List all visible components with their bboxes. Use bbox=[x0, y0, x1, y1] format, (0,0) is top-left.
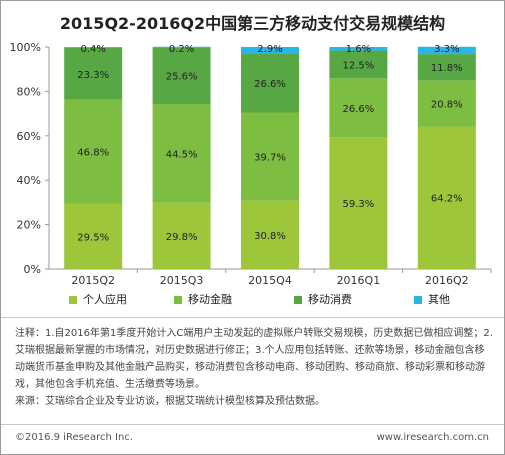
bar-segment bbox=[241, 112, 299, 201]
notes-source: 来源：艾瑞综合企业及专业访谈，根据艾瑞统计模型核算及预估数据。 bbox=[15, 396, 325, 407]
y-tick-label: 80% bbox=[17, 85, 41, 98]
bar-segment bbox=[417, 54, 476, 81]
y-tick-label: 100% bbox=[10, 41, 41, 54]
bar-segment bbox=[417, 46, 476, 55]
chart-legend: 个人应用 移动金融 移动消费 其他 bbox=[69, 292, 489, 310]
legend-swatch bbox=[69, 296, 77, 304]
legend-label: 移动金融 bbox=[188, 293, 232, 306]
bar-segment bbox=[152, 104, 211, 203]
footer-website: www.iresearch.com.cn bbox=[376, 432, 489, 443]
y-tick-label: 60% bbox=[17, 130, 41, 143]
data-label: 12.5% bbox=[343, 60, 375, 71]
data-label: 26.6% bbox=[254, 79, 286, 90]
bar-segment bbox=[152, 47, 211, 105]
data-label: 30.8% bbox=[254, 231, 286, 242]
x-tick-label: 2015Q4 bbox=[248, 274, 292, 287]
bar-segment bbox=[64, 203, 123, 269]
data-label: 44.5% bbox=[166, 149, 198, 160]
data-label: 0.2% bbox=[169, 44, 194, 55]
legend-swatch bbox=[294, 296, 302, 304]
bar-segment bbox=[329, 50, 388, 79]
data-label: 64.2% bbox=[431, 194, 463, 205]
data-label: 3.3% bbox=[434, 44, 459, 55]
y-tick-label: 20% bbox=[17, 219, 41, 232]
bar-segment bbox=[64, 99, 123, 204]
bar-segment bbox=[417, 126, 476, 269]
x-tick-label: 2016Q2 bbox=[425, 274, 469, 287]
legend-swatch bbox=[414, 296, 422, 304]
bar-segment bbox=[241, 47, 299, 54]
y-tick-label: 40% bbox=[17, 174, 41, 187]
y-tick-label: 0% bbox=[24, 263, 41, 276]
data-label: 2.9% bbox=[257, 44, 282, 55]
bar-segment bbox=[64, 47, 123, 100]
data-label: 29.8% bbox=[166, 232, 198, 243]
footer-copyright: ©2016.9 iResearch Inc. bbox=[15, 432, 133, 443]
data-label: 39.7% bbox=[254, 153, 286, 164]
legend-label: 其他 bbox=[428, 293, 450, 306]
legend-label: 个人应用 bbox=[83, 293, 127, 306]
x-tick-label: 2015Q2 bbox=[71, 274, 115, 287]
data-label: 25.6% bbox=[166, 72, 198, 83]
notes-annotation: 注释：1.自2016年第1季度开始计入C端用户主动发起的虚拟账户转账交易规模，历… bbox=[15, 328, 493, 390]
data-label: 26.6% bbox=[343, 104, 375, 115]
x-tick-label: 2015Q3 bbox=[160, 274, 204, 287]
footer-divider bbox=[1, 424, 504, 425]
data-label: 46.8% bbox=[77, 148, 109, 159]
bar-segment bbox=[241, 53, 299, 113]
data-label: 23.3% bbox=[77, 70, 109, 81]
data-label: 11.8% bbox=[431, 63, 463, 74]
bar-segment bbox=[329, 78, 388, 138]
legend-label: 移动消费 bbox=[308, 293, 352, 306]
bar-segment bbox=[329, 47, 388, 51]
stacked-bar-chart: 0% 20% 40% 60% 80% 100% 29.5% 46.8% 23.3% 0.4% 201… bbox=[10, 41, 492, 287]
data-label: 20.8% bbox=[431, 99, 463, 110]
bar-segment bbox=[152, 202, 211, 269]
data-label: 1.6% bbox=[346, 44, 371, 55]
bar-segment bbox=[329, 137, 388, 269]
bar-segment bbox=[241, 200, 299, 269]
bar-segment bbox=[64, 47, 123, 48]
x-tick-label: 2016Q1 bbox=[337, 274, 381, 287]
bar-segment bbox=[417, 80, 476, 127]
data-label: 59.3% bbox=[343, 199, 375, 210]
data-label: 29.5% bbox=[77, 232, 109, 243]
legend-swatch bbox=[174, 296, 182, 304]
notes-divider-top bbox=[1, 317, 504, 318]
chart-title: 2015Q2-2016Q2中国第三方移动支付交易规模结构 bbox=[59, 14, 446, 33]
chart-notes: 注释：1.自2016年第1季度开始计入C端用户主动发起的虚拟账户转账交易规模，历… bbox=[15, 325, 493, 410]
data-label: 0.4% bbox=[80, 44, 105, 55]
